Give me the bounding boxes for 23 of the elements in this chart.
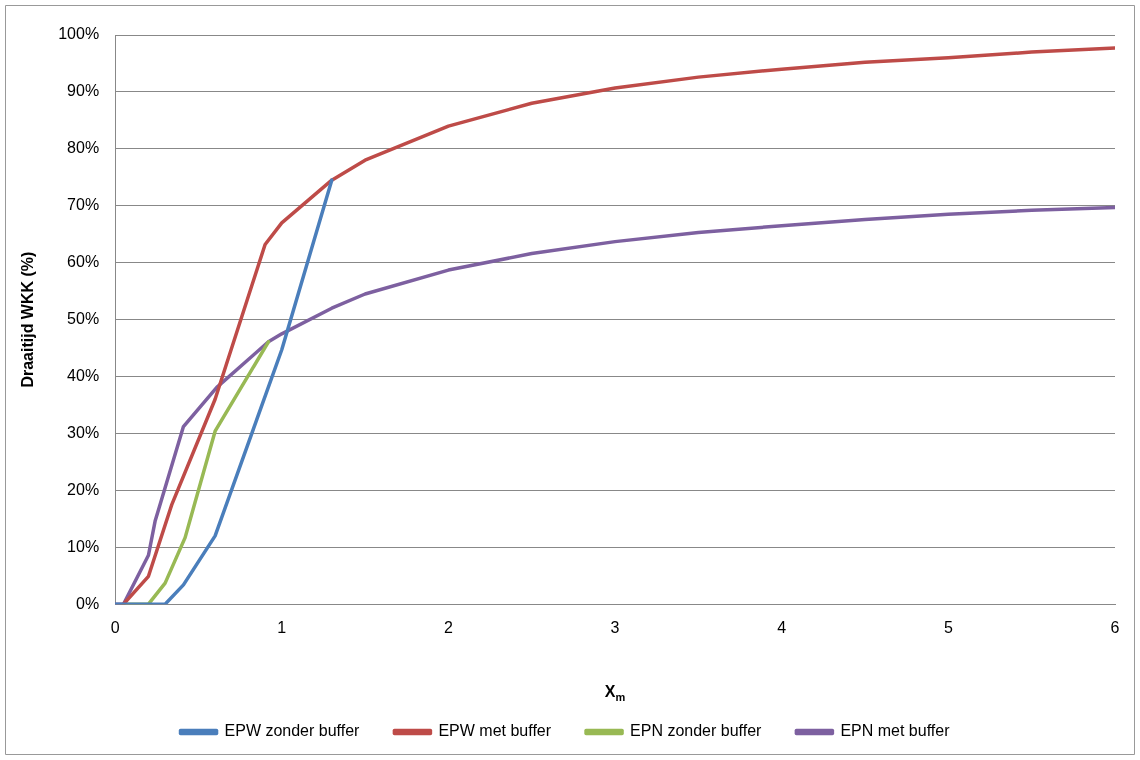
x-tick-label: 4 — [777, 618, 787, 636]
x-tick-label: 2 — [443, 618, 453, 636]
x-tick-label: 6 — [1110, 618, 1120, 636]
y-tick-label: 70% — [67, 196, 100, 214]
x-tick-label: 5 — [943, 618, 953, 636]
y-axis-title: Draaitijd WKK (%) — [19, 251, 37, 388]
y-tick-label: 100% — [58, 25, 100, 43]
x-tick-label: 0 — [110, 618, 120, 636]
legend-label: EPW zonder buffer — [224, 722, 361, 740]
legend-label: EPN met buffer — [840, 722, 951, 740]
y-tick-label: 10% — [67, 537, 100, 555]
y-tick-label: 80% — [67, 139, 100, 157]
y-tick-label: 30% — [67, 423, 100, 441]
x-tick-label: 1 — [277, 618, 287, 636]
legend-label: EPN zonder buffer — [630, 722, 763, 740]
x-tick-label: 3 — [610, 618, 620, 636]
y-tick-label: 0% — [76, 594, 100, 612]
legend-label: EPW met buffer — [438, 722, 552, 740]
y-tick-label: 60% — [67, 253, 100, 271]
y-tick-label: 40% — [67, 366, 100, 384]
y-tick-label: 50% — [67, 310, 100, 328]
y-tick-label: 90% — [67, 82, 100, 100]
y-tick-label: 20% — [67, 480, 100, 498]
